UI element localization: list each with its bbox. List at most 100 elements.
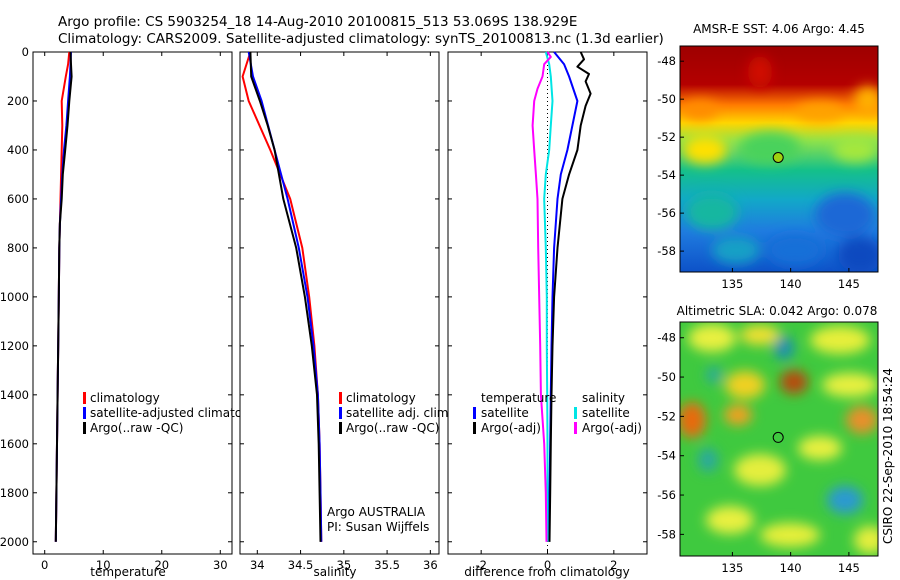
legend-swatch-argo — [339, 422, 342, 434]
salinity-x-label: salinity — [313, 565, 356, 579]
difference-legend: temperature salinity satellite Argo(-adj… — [473, 391, 642, 435]
legend-label-satellite: satellite adj. clim. — [346, 406, 452, 420]
sla-map-ticks: 135 140 145 -48 -50 -52 -54 -56 -58 — [657, 331, 860, 575]
timestamp-side-label: CSIRO 22-Sep-2010 18:54:24 — [881, 368, 895, 544]
y-tick-label: 2000 — [0, 535, 29, 549]
legend-label-temp-argo: Argo(-adj) — [481, 421, 541, 435]
sst-map-frame — [679, 45, 879, 273]
legend-swatch-temp-argo — [473, 422, 476, 434]
difference-panel: -2 0 2 difference from climatology tempera… — [447, 51, 648, 579]
y-tick-label: 400 — [7, 143, 29, 157]
legend-label-satellite: satellite-adjusted climatology — [90, 406, 268, 420]
temperature-ticks: 0 10 20 30 0 200 400 600 800 1000 1200 1400 1600 1800… — [0, 45, 232, 572]
x-tick-label: 2 — [610, 558, 617, 572]
sst-map-title: AMSR-E SST: 4.06 Argo: 4.45 — [693, 22, 865, 36]
salinity-plot-frame — [239, 51, 440, 555]
x-tick-label: 10 — [96, 558, 111, 572]
series-line-argo-raw-qc — [249, 51, 322, 542]
y-tick-label: 1400 — [0, 388, 29, 402]
difference-x-label: difference from climatology — [464, 565, 630, 579]
sst-map: AMSR-E SST: 4.06 Argo: 4.45 135 140 145 -48… — [657, 22, 879, 291]
legend-label-climatology: climatology — [90, 391, 160, 405]
y-tick-label: -50 — [657, 370, 676, 384]
y-tick-label: 600 — [7, 192, 29, 206]
x-tick-label: 140 — [780, 277, 802, 291]
series-line-salinity-satellite — [543, 51, 554, 542]
series-line-salinity-argo-adj — [531, 51, 552, 542]
legend-label-sal-satellite: satellite — [582, 406, 630, 420]
y-tick-label: 1800 — [0, 486, 29, 500]
salinity-panel: 34 34.5 35 35.5 36 salinity climatology sate… — [239, 51, 452, 579]
y-tick-label: 200 — [7, 94, 29, 108]
legend-swatch-sal-satellite — [574, 407, 577, 419]
salinity-legend: climatology satellite adj. clim. Argo(..… — [339, 391, 452, 435]
y-tick-label: 1000 — [0, 290, 29, 304]
temperature-series — [54, 51, 73, 542]
y-tick-label: -56 — [657, 206, 676, 220]
sla-map-frame — [679, 321, 879, 557]
y-tick-label: -52 — [657, 409, 676, 423]
x-tick-label: 36 — [423, 558, 438, 572]
x-tick-label: 145 — [838, 277, 860, 291]
y-tick-label: -56 — [657, 488, 676, 502]
difference-series — [531, 51, 592, 542]
x-tick-label: 35.5 — [374, 558, 400, 572]
y-tick-label: -50 — [657, 92, 676, 106]
argo-position-marker — [772, 152, 784, 163]
legend-header-salinity: salinity — [582, 391, 625, 405]
sla-heatmap-field — [680, 322, 878, 556]
y-tick-label: -58 — [657, 244, 676, 258]
legend-swatch-argo — [83, 422, 86, 434]
x-tick-label: 135 — [721, 277, 743, 291]
x-tick-label: 135 — [721, 561, 743, 575]
y-tick-label: -54 — [657, 449, 676, 463]
legend-swatch-satellite — [339, 407, 342, 419]
x-tick-label: 35 — [337, 558, 352, 572]
legend-label-temp-satellite: satellite — [481, 406, 529, 420]
sla-map-title: Altimetric SLA: 0.042 Argo: 0.078 — [677, 304, 878, 318]
sst-map-ticks: 135 140 145 -48 -50 -52 -54 -56 -58 — [657, 54, 860, 291]
y-tick-label: -54 — [657, 168, 676, 182]
legend-swatch-temp-satellite — [473, 407, 476, 419]
x-tick-label: 0 — [544, 558, 551, 572]
legend-label-climatology: climatology — [346, 391, 416, 405]
temperature-panel: 0 10 20 30 0 200 400 600 800 1000 1200 1400 1600 1800… — [0, 45, 268, 579]
salinity-ticks: 34 34.5 35 35.5 36 — [240, 51, 439, 572]
annotation-institution: Argo AUSTRALIA — [327, 505, 426, 519]
y-tick-label: 800 — [7, 241, 29, 255]
y-tick-label: -58 — [657, 527, 676, 541]
salinity-series — [241, 51, 323, 542]
x-tick-label: 34.5 — [288, 558, 314, 572]
legend-label-sal-argo: Argo(-adj) — [582, 421, 642, 435]
x-tick-label: 34 — [250, 558, 265, 572]
temperature-legend: climatology satellite-adjusted climatolo… — [83, 391, 268, 435]
legend-swatch-sal-argo — [574, 422, 577, 434]
legend-swatch-climatology — [83, 392, 86, 404]
x-tick-label: 30 — [213, 558, 228, 572]
legend-label-argo: Argo(..raw -QC) — [90, 421, 183, 435]
x-tick-label: -2 — [475, 558, 486, 572]
x-tick-label: 140 — [780, 561, 802, 575]
y-tick-label: 1600 — [0, 437, 29, 451]
y-tick-label: 0 — [22, 45, 29, 59]
header-line-2: Climatology: CARS2009. Satellite-adjuste… — [58, 31, 664, 47]
annotation-pi: PI: Susan Wijffels — [327, 520, 429, 534]
y-tick-label: -52 — [657, 130, 676, 144]
legend-swatch-climatology — [339, 392, 342, 404]
series-line-argo-raw-qc — [54, 51, 73, 542]
x-tick-label: 145 — [838, 561, 860, 575]
x-tick-label: 20 — [154, 558, 169, 572]
legend-label-argo: Argo(..raw -QC) — [346, 421, 439, 435]
legend-swatch-satellite — [83, 407, 86, 419]
y-tick-label: 1200 — [0, 339, 29, 353]
sla-map: Altimetric SLA: 0.042 Argo: 0.078 — [657, 304, 879, 575]
argo-position-marker — [772, 431, 784, 443]
series-line-temperature-argo-adj — [548, 51, 592, 542]
temperature-x-label: temperature — [90, 565, 165, 579]
y-tick-label: -48 — [657, 331, 676, 345]
x-tick-label: 0 — [41, 558, 48, 572]
y-tick-label: -48 — [657, 54, 676, 68]
legend-header-temperature: temperature — [481, 391, 556, 405]
header-line-1: Argo profile: CS 5903254_18 14-Aug-2010 … — [58, 14, 577, 30]
